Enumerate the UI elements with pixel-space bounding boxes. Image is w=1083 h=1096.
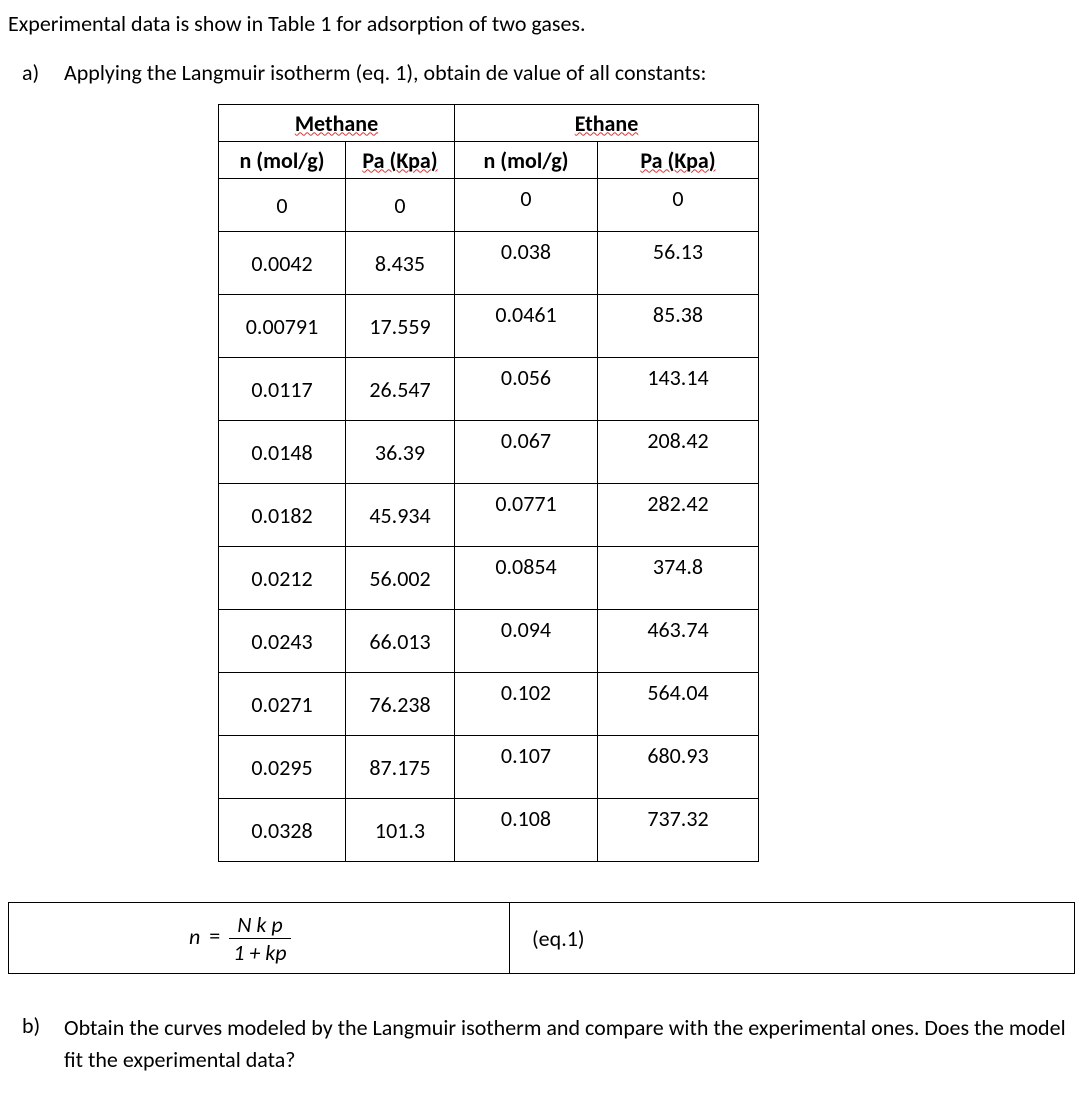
part-b: b) Obtain the curves modeled by the Lang…: [8, 1012, 1075, 1076]
ethane-p: 463.74: [598, 610, 759, 673]
methane-p: 17.559: [346, 295, 455, 358]
ethane-n: 0.038: [455, 232, 598, 295]
table-row: 0.011726.5470.056143.14: [219, 358, 759, 421]
header-ethane: Ethane: [455, 105, 759, 142]
methane-p: 66.013: [346, 610, 455, 673]
equation-label: (eq.1): [532, 925, 585, 952]
col-methane-n: n (mol/g): [219, 142, 346, 179]
table-row: 0.021256.0020.0854374.8: [219, 547, 759, 610]
part-b-text: Obtain the curves modeled by the Langmui…: [64, 1012, 1075, 1076]
methane-n: 0.0182: [219, 484, 346, 547]
methane-n: 0.0243: [219, 610, 346, 673]
methane-n: 0.0212: [219, 547, 346, 610]
equation-table: n = N k p 1 + kp (eq.1): [8, 902, 1075, 974]
page: Experimental data is show in Table 1 for…: [0, 0, 1083, 1096]
header-methane: Methane: [219, 105, 455, 142]
methane-p: 76.238: [346, 673, 455, 736]
eq-denominator: 1 + kp: [229, 939, 290, 966]
ethane-p: 564.04: [598, 673, 759, 736]
methane-p: 0: [346, 179, 455, 232]
part-a-label: a): [8, 59, 64, 86]
col-methane-p: Pa (Kpa): [346, 142, 455, 179]
table-row: 0.00428.4350.03856.13: [219, 232, 759, 295]
table-row: 0.018245.9340.0771282.42: [219, 484, 759, 547]
intro-text: Experimental data is show in Table 1 for…: [8, 10, 1075, 37]
table-row: 0000: [219, 179, 759, 232]
ethane-p: 282.42: [598, 484, 759, 547]
data-table: Methane Ethane n (mol/g) Pa (Kpa) n (mol…: [218, 104, 759, 862]
methane-n: 0.0271: [219, 673, 346, 736]
ethane-p: 85.38: [598, 295, 759, 358]
methane-p: 101.3: [346, 799, 455, 862]
part-a-text: Applying the Langmuir isotherm (eq. 1), …: [64, 59, 1075, 86]
methane-p: 45.934: [346, 484, 455, 547]
table-row: 0.027176.2380.102564.04: [219, 673, 759, 736]
equation-cell: n = N k p 1 + kp: [9, 903, 510, 974]
methane-n: 0.0295: [219, 736, 346, 799]
ethane-n: 0.0771: [455, 484, 598, 547]
ethane-n: 0.102: [455, 673, 598, 736]
methane-p: 87.175: [346, 736, 455, 799]
ethane-n: 0: [455, 179, 598, 232]
ethane-p: 737.32: [598, 799, 759, 862]
ethane-p: 374.8: [598, 547, 759, 610]
ethane-n: 0.0854: [455, 547, 598, 610]
methane-p: 26.547: [346, 358, 455, 421]
ethane-n: 0.108: [455, 799, 598, 862]
methane-n: 0: [219, 179, 346, 232]
methane-n: 0.00791: [219, 295, 346, 358]
ethane-n: 0.107: [455, 736, 598, 799]
methane-p: 56.002: [346, 547, 455, 610]
eq-lhs: n: [189, 922, 200, 949]
ethane-n: 0.094: [455, 610, 598, 673]
equation-label-cell: (eq.1): [510, 903, 1075, 974]
ethane-n: 0.067: [455, 421, 598, 484]
methane-n: 0.0328: [219, 799, 346, 862]
part-b-label: b): [8, 1012, 64, 1076]
eq-numerator: N k p: [229, 911, 290, 939]
col-ethane-n: n (mol/g): [455, 142, 598, 179]
ethane-p: 0: [598, 179, 759, 232]
ethane-p: 143.14: [598, 358, 759, 421]
table-row: 0.0328101.30.108737.32: [219, 799, 759, 862]
methane-n: 0.0042: [219, 232, 346, 295]
ethane-n: 0.0461: [455, 295, 598, 358]
table-row: 0.024366.0130.094463.74: [219, 610, 759, 673]
ethane-p: 56.13: [598, 232, 759, 295]
ethane-p: 680.93: [598, 736, 759, 799]
eq-equals: =: [205, 922, 224, 949]
table-row: 0.014836.390.067208.42: [219, 421, 759, 484]
methane-p: 8.435: [346, 232, 455, 295]
part-a: a) Applying the Langmuir isotherm (eq. 1…: [8, 59, 1075, 86]
methane-n: 0.0117: [219, 358, 346, 421]
methane-n: 0.0148: [219, 421, 346, 484]
col-ethane-p: Pa (Kpa): [598, 142, 759, 179]
table-row: 0.0079117.5590.046185.38: [219, 295, 759, 358]
ethane-p: 208.42: [598, 421, 759, 484]
ethane-n: 0.056: [455, 358, 598, 421]
methane-p: 36.39: [346, 421, 455, 484]
data-table-wrap: Methane Ethane n (mol/g) Pa (Kpa) n (mol…: [8, 104, 1075, 862]
table-row: 0.029587.1750.107680.93: [219, 736, 759, 799]
eq-fraction: N k p 1 + kp: [229, 911, 290, 966]
